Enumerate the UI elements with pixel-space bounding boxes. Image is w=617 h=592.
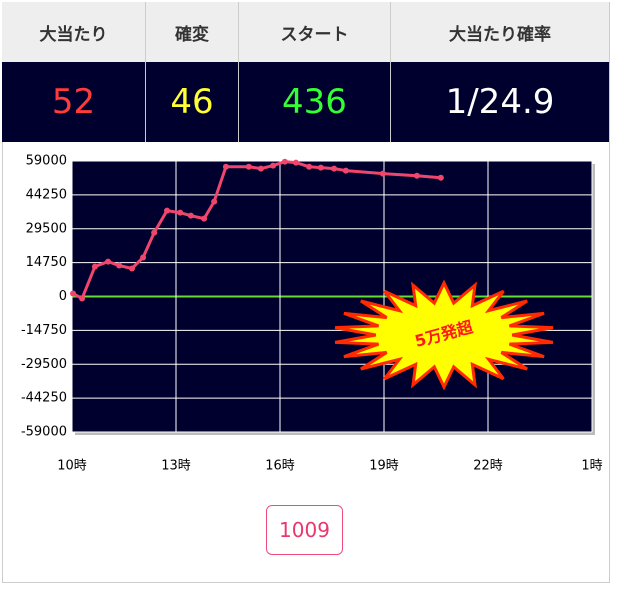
data-point (306, 163, 313, 170)
data-point (79, 295, 86, 302)
value-cell: 52 (2, 62, 146, 142)
data-point (292, 159, 299, 166)
x-tick-label: 16時 (265, 459, 295, 474)
x-tick-label: 13時 (161, 459, 191, 474)
data-point (91, 263, 98, 270)
data-point (222, 163, 229, 170)
x-tick-label: 10時 (57, 459, 87, 474)
count-button[interactable]: 1009 (266, 505, 343, 555)
y-tick-label: 29500 (26, 221, 67, 236)
y-tick-label: 44250 (26, 187, 67, 202)
y-tick-label: 0 (59, 289, 67, 304)
header-cell: スタート (238, 2, 391, 62)
y-tick-label: -44250 (21, 391, 67, 406)
data-point (413, 172, 420, 179)
data-point (342, 167, 349, 174)
data-point (177, 209, 184, 216)
data-point (163, 207, 170, 214)
x-tick-label: 1時 (581, 459, 602, 474)
chart: 59000 44250 29500 14750 0 -14750 -29500 -44250 -… (21, 154, 603, 474)
y-tick-label: 14750 (26, 255, 67, 270)
data-point (379, 170, 386, 177)
x-tick-label: 22時 (473, 459, 503, 474)
data-point (437, 174, 444, 181)
y-tick-label: 59000 (26, 154, 67, 169)
data-point (187, 212, 194, 219)
y-tick-label: -14750 (21, 323, 67, 338)
data-point (245, 163, 252, 170)
data-point (105, 258, 112, 265)
data-point (281, 158, 288, 165)
value-cell: 1/24.9 (390, 62, 610, 142)
data-point (201, 215, 208, 222)
data-point (70, 290, 77, 297)
data-point (116, 262, 123, 269)
x-tick-label: 19時 (369, 459, 399, 474)
data-point (331, 165, 338, 172)
burst (334, 279, 554, 391)
data-point (128, 265, 135, 272)
header-cell: 大当たり (2, 2, 146, 62)
header-cell: 確変 (145, 2, 239, 62)
y-tick-label: -29500 (21, 357, 67, 372)
data-point (270, 162, 277, 169)
value-cell: 436 (238, 62, 391, 142)
data-point (257, 165, 264, 172)
data-point (151, 229, 158, 236)
header-cell: 大当たり確率 (390, 2, 610, 62)
data-point (211, 198, 218, 205)
y-tick-label: -59000 (21, 425, 67, 440)
data-point (317, 164, 324, 171)
data-point (140, 254, 147, 261)
summary-table: 大当たり 確変 スタート 大当たり確率 52 46 436 1/24.9 (2, 2, 610, 142)
value-cell: 46 (145, 62, 239, 142)
